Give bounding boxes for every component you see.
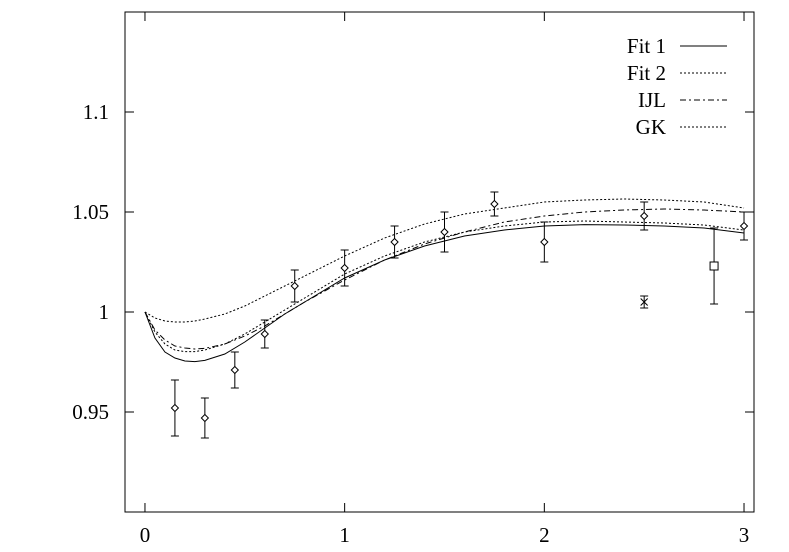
data-point-diamond [340,263,349,273]
legend-label: IJL [638,88,666,112]
y-tick-label: 0.95 [72,400,109,424]
x-tick-label: 1 [339,523,350,547]
y-tick-label: 1 [99,300,110,324]
x-tick-label: 2 [539,523,550,547]
y-tick-label: 1.05 [72,200,109,224]
data-point-diamond [639,211,649,221]
data-point-diamond [490,199,499,209]
data-points [170,191,749,439]
x-tick-label: 0 [140,523,151,547]
legend-label: Fit 1 [627,34,666,58]
series-line-ijl [144,208,745,350]
x-tick-label: 3 [739,523,750,547]
data-point-diamond [200,413,210,423]
series-line-fit-2 [144,220,745,353]
data-point-diamond [390,237,399,247]
fit-curves [144,198,745,363]
data-point-diamond [170,403,180,413]
data-point-diamond [739,221,749,231]
data-point-diamond [440,227,449,237]
data-point-cross [640,298,649,306]
x-tick-labels: 0 1 2 3 [140,523,750,547]
data-point-diamond [290,281,299,291]
data-point-square [709,261,719,271]
legend-label: Fit 2 [627,61,666,85]
legend: Fit 1 Fit 2 IJL GK [627,34,727,139]
data-point-diamond [230,365,240,375]
plot-frame [124,11,755,513]
legend-label: GK [636,115,666,139]
data-point-diamond [540,237,549,247]
y-tick-labels: 0.95 1 1.05 1.1 [72,100,109,424]
axis-ticks [125,12,754,512]
y-tick-label: 1.1 [83,100,109,124]
series-line-gk [144,198,745,323]
data-point-diamond [260,329,269,339]
